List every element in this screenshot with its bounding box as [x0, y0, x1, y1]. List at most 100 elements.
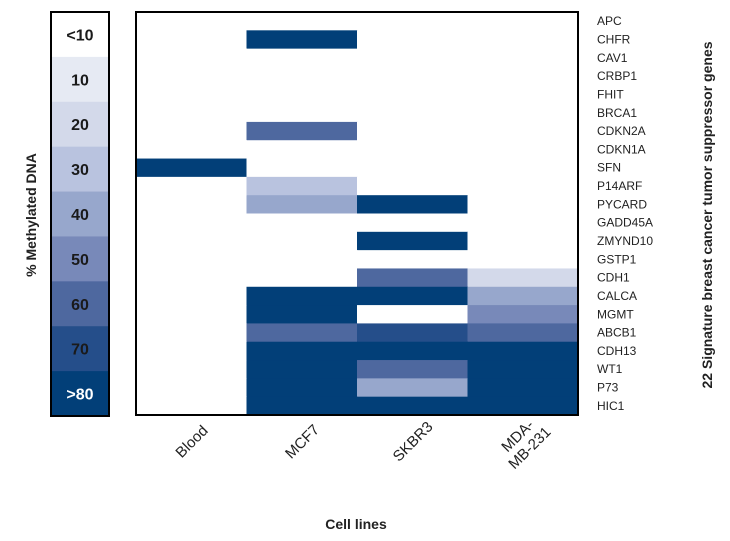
gene-label: P73	[597, 381, 619, 395]
legend-swatch	[51, 281, 109, 327]
heatmap-cell	[136, 48, 247, 68]
gene-label: PYCARD	[597, 197, 647, 211]
heatmap-cell	[467, 66, 579, 86]
heatmap-cell	[357, 360, 468, 379]
legend-swatch	[51, 146, 109, 193]
heatmap-cell	[136, 213, 247, 233]
gene-label: WT1	[597, 362, 623, 376]
heatmap-cell	[467, 323, 579, 343]
heatmap-cell	[467, 140, 579, 160]
heatmap-cell	[467, 30, 579, 50]
heatmap-cell	[136, 30, 247, 50]
y-axis-title: 22 Signature breast cancer tumor suppres…	[699, 41, 715, 388]
legend-label: 40	[71, 207, 89, 224]
heatmap-cell	[467, 158, 579, 178]
heatmap-cell	[357, 341, 468, 361]
gene-label: CDKN1A	[597, 142, 646, 156]
heatmap-cell	[467, 213, 579, 233]
heatmap-cell	[246, 121, 358, 141]
heatmap-cell	[246, 341, 358, 361]
heatmap-cell	[136, 12, 247, 31]
heatmap-cell	[136, 103, 247, 123]
heatmap-cell	[357, 323, 468, 343]
heatmap-cell	[136, 176, 247, 196]
heatmap-cell	[357, 85, 468, 105]
heatmap-cell	[467, 85, 579, 105]
heatmap-cell	[467, 396, 579, 416]
heatmap-cell	[246, 323, 358, 343]
gene-label: GSTP1	[597, 252, 637, 266]
heatmap-cell	[246, 231, 358, 251]
category-label: MCF7	[282, 421, 323, 462]
heatmap-cell	[136, 250, 247, 269]
gene-label: CHFR	[597, 32, 631, 46]
legend-border	[50, 11, 110, 417]
heatmap-cell	[357, 158, 468, 178]
legend: <10 10 20 30 40 50 60 70 >80	[50, 11, 110, 417]
gene-label: SFN	[597, 161, 621, 175]
heatmap-cell	[136, 231, 247, 251]
heatmap-cell	[467, 305, 579, 324]
heatmap-cell	[246, 213, 358, 233]
x-axis-title: Cell lines	[325, 516, 387, 532]
heatmap-cell	[136, 140, 247, 160]
heatmap-cell	[246, 378, 358, 398]
category-labels: Blood MCF7 SKBR3 MDA-MB-231	[172, 417, 554, 473]
heatmap-cell	[357, 195, 468, 214]
heatmap-cell	[357, 213, 468, 233]
legend-swatch	[51, 236, 109, 282]
heatmap-cell	[136, 121, 247, 141]
gene-label: CDH13	[597, 344, 637, 358]
heatmap-cell	[246, 66, 358, 86]
heatmap-cell	[467, 103, 579, 123]
gene-label: CALCA	[597, 289, 637, 303]
legend-swatch	[51, 371, 109, 417]
heatmap-cell	[357, 396, 468, 416]
gene-label: ABCB1	[597, 326, 637, 340]
heatmap-cell	[246, 85, 358, 105]
legend-swatch	[51, 101, 109, 148]
heatmap-cell	[357, 268, 468, 288]
legend-title: % Methylated DNA	[23, 153, 39, 277]
heatmap-cell	[467, 195, 579, 214]
heatmap-cell	[357, 140, 468, 160]
heatmap-cell	[357, 48, 468, 68]
heatmap-cell	[136, 305, 247, 324]
heatmap-cell	[246, 250, 358, 269]
category-label: Blood	[172, 422, 211, 461]
legend-label: >80	[66, 387, 93, 404]
heatmap-cell	[357, 286, 468, 306]
heatmap-cell	[467, 250, 579, 269]
heatmap-cell	[467, 286, 579, 306]
heatmap-cell	[136, 66, 247, 86]
heatmap-cell	[246, 268, 358, 288]
heatmap-cell	[357, 103, 468, 123]
heatmap-cell	[357, 231, 468, 251]
heatmap-cell	[357, 305, 468, 324]
heatmap-cell	[357, 121, 468, 141]
gene-label: CAV1	[597, 51, 628, 65]
legend-label: 50	[71, 252, 89, 269]
gene-label: MGMT	[597, 307, 634, 321]
y-axis-title-text: 22 Signature breast cancer tumor suppres…	[699, 41, 715, 388]
gene-label: HIC1	[597, 399, 625, 413]
heatmap-cell	[357, 250, 468, 269]
heatmap-cell	[467, 378, 579, 398]
heatmap-cell	[136, 360, 247, 379]
heatmap-cell	[136, 85, 247, 105]
legend-label: <10	[66, 27, 93, 44]
legend-swatch	[51, 12, 109, 58]
heatmap-cell	[246, 396, 358, 416]
heatmap-cells	[136, 12, 579, 416]
gene-labels: APC CHFR CAV1 CRBP1 FHIT BRCA1 CDKN2A CDKN1A SFN…	[597, 14, 653, 413]
heatmap-cell	[246, 286, 358, 306]
heatmap-cell	[357, 30, 468, 50]
heatmap-cell	[467, 176, 579, 196]
heatmap-cell	[246, 48, 358, 68]
heatmap-cell	[136, 195, 247, 214]
heatmap-cell	[246, 305, 358, 324]
gene-label: CDH1	[597, 271, 630, 285]
heatmap-cell	[357, 66, 468, 86]
heatmap-cell	[246, 140, 358, 160]
legend-label: 20	[71, 117, 89, 134]
